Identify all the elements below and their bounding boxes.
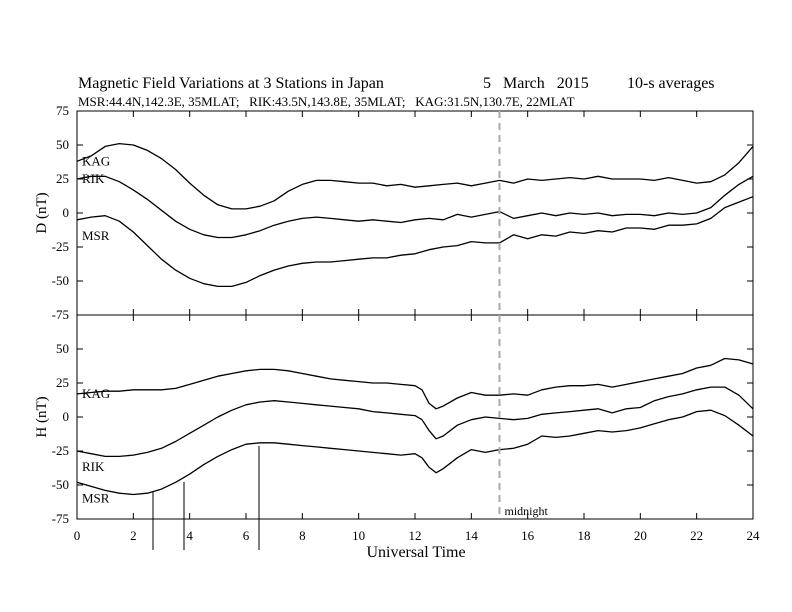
series-line-rik (76, 175, 754, 239)
y-axis-label: H (nT) (34, 396, 50, 437)
x-tick-label: 18 (578, 528, 591, 543)
y-tick-label: -75 (52, 307, 69, 322)
plot-panels: -75 -50 -25 0 25 50 75 D (nT) KAG RIK MSR -75 -50 -25… (34, 103, 754, 526)
panel-1: -75 -50 -25 0 25 50 H (nT) KAG RIK MSR (34, 314, 754, 526)
series-label-msr: MSR (82, 490, 110, 505)
series-label-msr: MSR (82, 228, 110, 243)
x-tick-label: 8 (299, 528, 306, 543)
x-tick-label: 14 (465, 528, 479, 543)
y-tick-label: -50 (52, 477, 69, 492)
y-tick-label: 50 (56, 341, 69, 356)
series-label-rik: RIK (82, 171, 105, 186)
series-line-rik (76, 386, 754, 458)
series-line-msr (76, 196, 754, 288)
y-tick-label: 25 (56, 375, 69, 390)
series-label-rik: RIK (82, 459, 105, 474)
x-tick-label: 10 (352, 528, 365, 543)
y-tick-label: 25 (56, 171, 69, 186)
x-tick-label: 2 (130, 528, 137, 543)
y-tick-label: 75 (56, 103, 69, 118)
y-tick-label: 50 (56, 137, 69, 152)
panel-0: -75 -50 -25 0 25 50 75 D (nT) KAG RIK MSR (34, 103, 754, 322)
x-tick-label: 0 (74, 528, 81, 543)
x-tick-label: 20 (634, 528, 647, 543)
x-tick-label: 4 (186, 528, 193, 543)
x-tick-label: 16 (521, 528, 535, 543)
y-tick-label: 0 (63, 205, 70, 220)
chart-title: Magnetic Field Variations at 3 Stations … (78, 75, 384, 92)
spike-markers (152, 446, 260, 550)
x-tick-label: 24 (747, 528, 761, 543)
y-tick-label: -50 (52, 273, 69, 288)
series-label-kag: KAG (82, 386, 110, 401)
x-tick-label: 12 (409, 528, 422, 543)
panel-frame (76, 110, 754, 316)
series-label-kag: KAG (82, 153, 110, 168)
x-tick-label: 6 (243, 528, 250, 543)
panel-frame (76, 314, 754, 520)
y-axis-label: D (nT) (34, 192, 50, 233)
x-tick-label: 22 (690, 528, 703, 543)
midnight-annotation: midnight (505, 504, 549, 518)
series-line-msr (76, 409, 754, 496)
chart-averaging: 10-s averages (627, 75, 715, 92)
chart-date: 5 March 2015 (483, 75, 589, 92)
x-axis-label: Universal Time (366, 544, 465, 561)
x-axis-ticks: 0 2 4 6 8 10 12 14 16 18 20 22 24 (74, 528, 760, 543)
y-tick-label: -25 (52, 443, 69, 458)
chart-subtitle: MSR:44.4N,142.3E, 35MLAT; RIK:43.5N,143.… (78, 94, 575, 109)
series-line-kag (76, 357, 754, 410)
series-line-kag (76, 142, 754, 210)
y-tick-label: 0 (63, 409, 70, 424)
y-tick-label: -25 (52, 239, 69, 254)
y-tick-label: -75 (52, 511, 69, 526)
